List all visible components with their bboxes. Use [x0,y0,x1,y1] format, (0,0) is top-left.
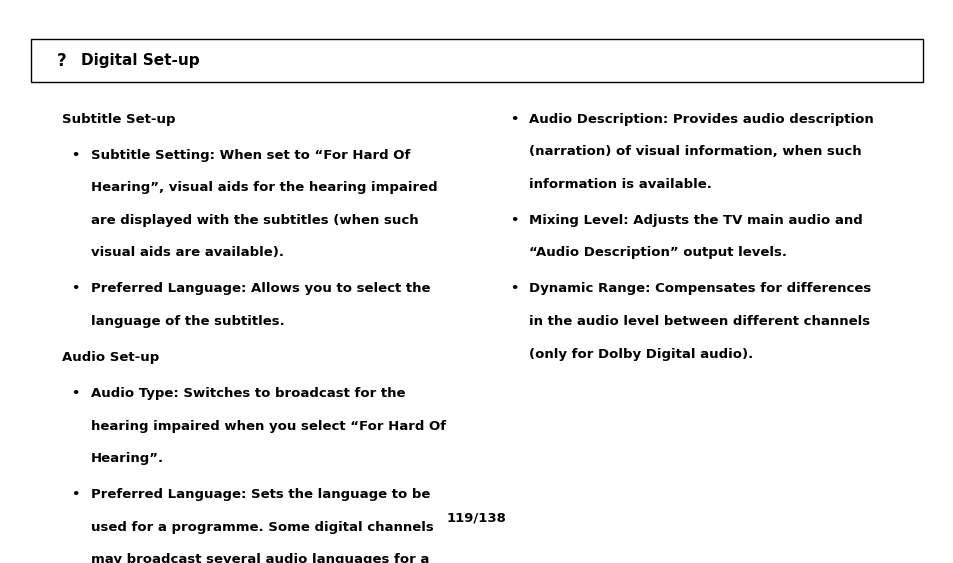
Text: Dynamic Range: Compensates for differences: Dynamic Range: Compensates for differenc… [529,283,871,296]
Text: Audio Type: Switches to broadcast for the: Audio Type: Switches to broadcast for th… [91,387,405,400]
Text: are displayed with the subtitles (when such: are displayed with the subtitles (when s… [91,214,417,227]
Text: •: • [510,214,518,227]
Text: visual aids are available).: visual aids are available). [91,247,283,260]
Text: may broadcast several audio languages for a: may broadcast several audio languages fo… [91,553,429,563]
Text: Audio Set-up: Audio Set-up [62,351,159,364]
Text: used for a programme. Some digital channels: used for a programme. Some digital chann… [91,521,433,534]
Text: Digital Set-up: Digital Set-up [81,53,199,68]
Text: hearing impaired when you select “For Hard Of: hearing impaired when you select “For Ha… [91,419,445,432]
Text: Preferred Language: Sets the language to be: Preferred Language: Sets the language to… [91,488,430,501]
Text: (only for Dolby Digital audio).: (only for Dolby Digital audio). [529,348,753,361]
Text: Subtitle Setting: When set to “For Hard Of: Subtitle Setting: When set to “For Hard … [91,149,410,162]
Text: •: • [71,283,80,296]
Text: information is available.: information is available. [529,178,712,191]
Text: “Audio Description” output levels.: “Audio Description” output levels. [529,247,786,260]
Text: language of the subtitles.: language of the subtitles. [91,315,284,328]
Text: Mixing Level: Adjusts the TV main audio and: Mixing Level: Adjusts the TV main audio … [529,214,862,227]
Text: •: • [71,488,80,501]
Text: Audio Description: Provides audio description: Audio Description: Provides audio descri… [529,113,873,126]
Text: Subtitle Set-up: Subtitle Set-up [62,113,175,126]
Text: •: • [71,387,80,400]
Text: Hearing”.: Hearing”. [91,452,164,465]
Text: ?: ? [57,52,67,69]
Text: Preferred Language: Allows you to select the: Preferred Language: Allows you to select… [91,283,430,296]
Text: (narration) of visual information, when such: (narration) of visual information, when … [529,145,862,158]
Text: •: • [71,149,80,162]
Text: •: • [510,113,518,126]
Text: in the audio level between different channels: in the audio level between different cha… [529,315,870,328]
Text: Hearing”, visual aids for the hearing impaired: Hearing”, visual aids for the hearing im… [91,181,436,194]
Text: 119/138: 119/138 [447,511,506,525]
Text: •: • [510,283,518,296]
FancyBboxPatch shape [30,39,923,82]
